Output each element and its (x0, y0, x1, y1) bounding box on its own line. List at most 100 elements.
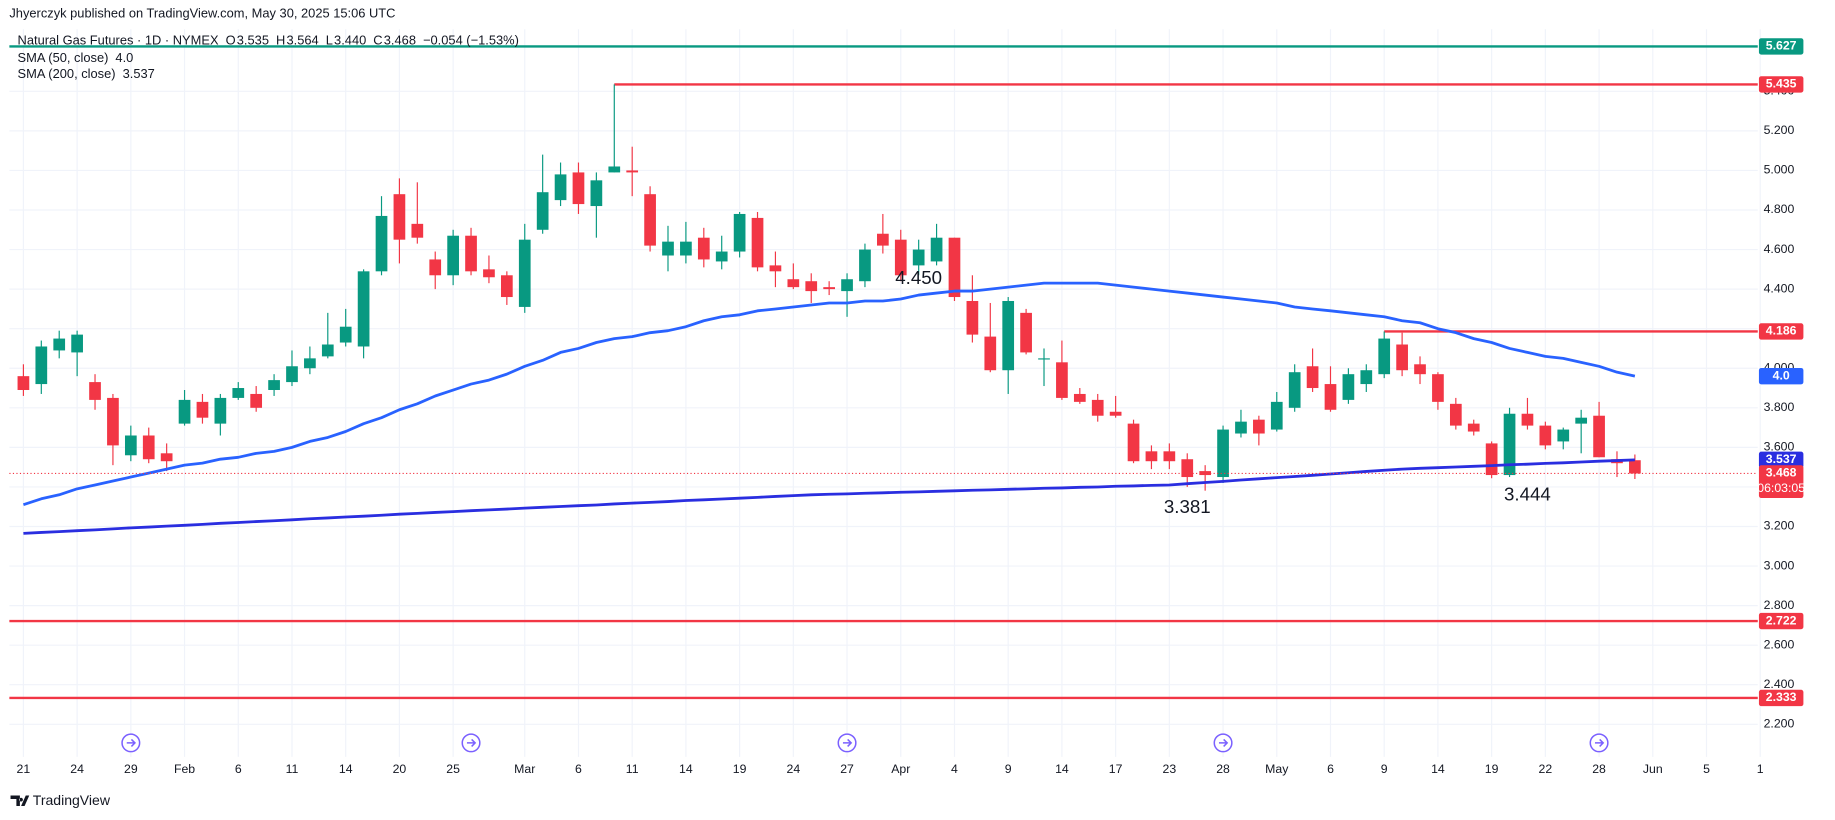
candle-body (1414, 364, 1426, 375)
y-tick-label: 4.800 (1764, 202, 1795, 216)
x-tick-label: 23 (1163, 762, 1177, 776)
candle-body (1485, 443, 1498, 476)
candle-body (1145, 451, 1158, 462)
price-tag (1758, 689, 1804, 707)
annotation: 3.444 (1504, 484, 1551, 505)
candle-body (1503, 413, 1516, 476)
x-tick-label: 6 (1327, 762, 1334, 776)
candle-body (912, 249, 925, 266)
candle-body (53, 338, 66, 351)
legend-change: −0.054 (−1.53%) (423, 32, 519, 47)
candle-body (1288, 372, 1301, 408)
event-arrow (466, 738, 477, 747)
candle-body (1091, 399, 1104, 416)
candle-body (1557, 429, 1570, 442)
price-tag-label: 5.627 (1766, 39, 1797, 53)
candle-body (1342, 374, 1355, 400)
y-tick-label: 4.400 (1764, 281, 1795, 295)
event-icon[interactable] (1213, 733, 1233, 753)
price-tag (1758, 612, 1804, 630)
x-tick-label: 11 (626, 762, 639, 776)
brand-logo (10, 795, 30, 806)
candle-body (214, 397, 227, 424)
candle-body (286, 366, 298, 383)
candle-body (680, 241, 692, 256)
legend-ohlc-value: 3.468 (384, 32, 416, 47)
candle-body (662, 241, 674, 256)
plot (9, 45, 1758, 700)
candle-body (1270, 401, 1283, 430)
x-tick-label: May (1265, 762, 1289, 776)
price-tag (1758, 38, 1804, 55)
legend-ohlc-key: O (226, 32, 236, 47)
candle-body (196, 401, 209, 418)
candle-body (751, 217, 764, 268)
candle-body (1378, 338, 1391, 375)
candle-body (304, 358, 316, 369)
y-tick-label: 3.800 (1764, 400, 1795, 414)
price-tag-label: 4.186 (1766, 324, 1797, 338)
candle-body (71, 334, 83, 353)
event-icon[interactable] (837, 733, 857, 753)
y-tick-label: 2.600 (1764, 637, 1795, 651)
legend-ohlc-value: 3.440 (334, 32, 366, 47)
event-arrow (842, 738, 853, 747)
candle-body (483, 269, 495, 278)
event-icon[interactable] (121, 733, 141, 753)
candle-body (339, 326, 352, 343)
price-tag (1758, 465, 1804, 499)
candle-body (769, 265, 782, 272)
price-tag (1758, 367, 1804, 385)
y-tick-label: 2.800 (1764, 598, 1795, 612)
x-tick-label: Jun (1643, 762, 1663, 776)
candle-body (608, 166, 621, 173)
legend-series-name: SMA (200, close) (18, 66, 116, 81)
candle-body (500, 275, 513, 298)
candle-body (572, 172, 585, 205)
x-tick-label: 14 (339, 762, 353, 776)
candle-body (1163, 451, 1176, 462)
candle-body (536, 192, 549, 230)
candle-body (859, 249, 871, 282)
x-tick-label: 1 (1757, 762, 1764, 776)
candle-body (1199, 471, 1212, 476)
x-tick-label: Apr (891, 762, 910, 776)
candle-body (107, 397, 119, 446)
x-tick-label: 14 (679, 762, 693, 776)
x-tick-label: 6 (575, 762, 582, 776)
x-tick-label: 9 (1005, 762, 1012, 776)
candle-body (984, 336, 997, 371)
y-tick-label: 4.600 (1764, 242, 1795, 256)
candle-body (35, 346, 48, 385)
legend-series-value: 3.537 (123, 66, 155, 81)
candle-body (1127, 423, 1140, 462)
x-tick-label: Mar (514, 762, 535, 776)
candle-body (1539, 425, 1552, 446)
candle-body (375, 215, 388, 272)
candle-body (841, 279, 853, 292)
candle-body (1575, 417, 1588, 424)
candle-body (1056, 362, 1068, 398)
price-tag-label: 3.468 (1766, 466, 1797, 480)
price-tag-label: 5.435 (1766, 77, 1797, 91)
candle-body (178, 399, 191, 424)
candle-body (1253, 419, 1265, 434)
candle-body (877, 233, 889, 246)
event-icon[interactable] (461, 733, 481, 753)
candle-body (142, 435, 155, 460)
annotation: 4.450 (895, 267, 942, 288)
candle-body (1109, 411, 1122, 416)
x-tick-label: 24 (70, 762, 84, 776)
candle-body (966, 300, 979, 335)
candle-body (268, 380, 280, 391)
y-tick-label: 3.000 (1764, 558, 1795, 572)
candle-body (1020, 312, 1032, 353)
candle-body (805, 281, 818, 292)
event-arrow (1594, 738, 1605, 747)
candle-body (823, 287, 835, 290)
event-icon[interactable] (1589, 733, 1609, 753)
x-tick-label: 28 (1216, 762, 1230, 776)
